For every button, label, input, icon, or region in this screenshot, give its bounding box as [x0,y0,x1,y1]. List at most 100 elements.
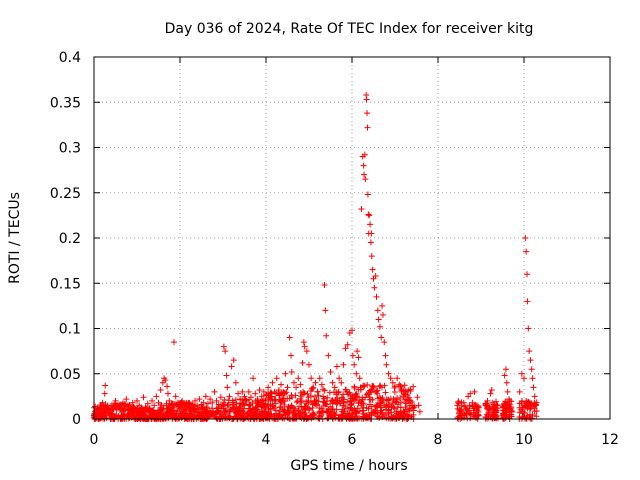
data-point [270,403,277,410]
data-point [315,392,322,399]
data-point [174,399,181,406]
data-point [323,332,330,339]
data-point [101,415,108,422]
data-point [256,387,263,394]
data-point [258,402,265,409]
data-point [342,386,349,393]
data-point [301,405,308,412]
data-point [347,397,354,404]
data-point [366,212,373,219]
data-point [290,415,297,422]
data-point [353,390,360,397]
data-point [493,406,500,413]
data-point [179,397,186,404]
data-point [377,382,384,389]
data-point [465,407,472,414]
data-point [409,402,416,409]
data-point [382,404,389,411]
data-point [321,282,328,289]
data-point [340,391,347,398]
data-point [353,408,360,415]
data-point [303,400,310,407]
data-point [415,402,422,409]
data-point [376,383,383,390]
data-point [333,389,340,396]
data-point [111,415,118,422]
data-point [199,404,206,411]
data-point [414,394,421,401]
data-point [523,248,530,255]
data-point [504,400,511,407]
data-point [396,381,403,388]
data-point [238,410,245,417]
x-tick-labels: 0 2 4 6 8 10 12 [90,432,619,448]
data-point [362,176,369,183]
data-point [230,357,237,364]
data-point [360,383,367,390]
data-point [508,405,515,412]
data-point [326,389,333,396]
dense-point-cloud [91,381,540,422]
data-point [386,401,393,408]
y-tick-label: 0.4 [59,50,81,66]
data-point [401,382,408,389]
data-point [232,396,239,403]
data-point [329,406,336,413]
data-point [382,389,389,396]
data-point [117,402,124,409]
data-point [223,372,230,379]
data-point [406,406,413,413]
data-point [102,382,109,389]
data-point [363,412,370,419]
data-point [273,375,280,382]
data-point [364,381,371,388]
data-point [118,401,125,408]
data-point [275,411,282,418]
data-point [416,408,423,415]
data-point [271,388,278,395]
data-point [336,375,343,382]
data-point [125,403,132,410]
data-point [333,363,340,370]
data-point [232,379,239,386]
data-point [368,388,375,395]
data-point [519,404,526,411]
data-point [108,402,115,409]
data-point [387,395,394,402]
data-point [267,390,274,397]
data-point [342,345,349,352]
data-point [338,379,345,386]
data-point [404,411,411,418]
data-point [316,375,323,382]
data-point [401,391,408,398]
data-point [386,406,393,413]
data-point [353,370,360,377]
data-point [365,405,372,412]
data-point [356,375,363,382]
data-point [303,348,310,355]
x-tick-label: 8 [434,432,443,448]
data-point [381,339,388,346]
data-point [383,396,390,403]
data-point [344,341,351,348]
data-point [154,409,161,416]
data-point [521,375,527,382]
data-point [110,406,117,413]
data-point [304,390,311,397]
data-point [202,393,209,400]
data-points [91,92,540,415]
data-point [460,399,467,406]
data-point [518,397,525,404]
data-point [349,327,355,334]
y-axis-label: ROTI / TECUs [7,192,23,284]
data-point [309,404,316,411]
data-point [295,407,302,414]
data-point [224,384,231,391]
data-point [382,352,389,359]
data-point [290,379,297,386]
data-point [519,410,526,417]
data-point [277,399,284,406]
data-point [194,402,201,409]
data-point [118,415,125,422]
data-point [528,366,535,373]
